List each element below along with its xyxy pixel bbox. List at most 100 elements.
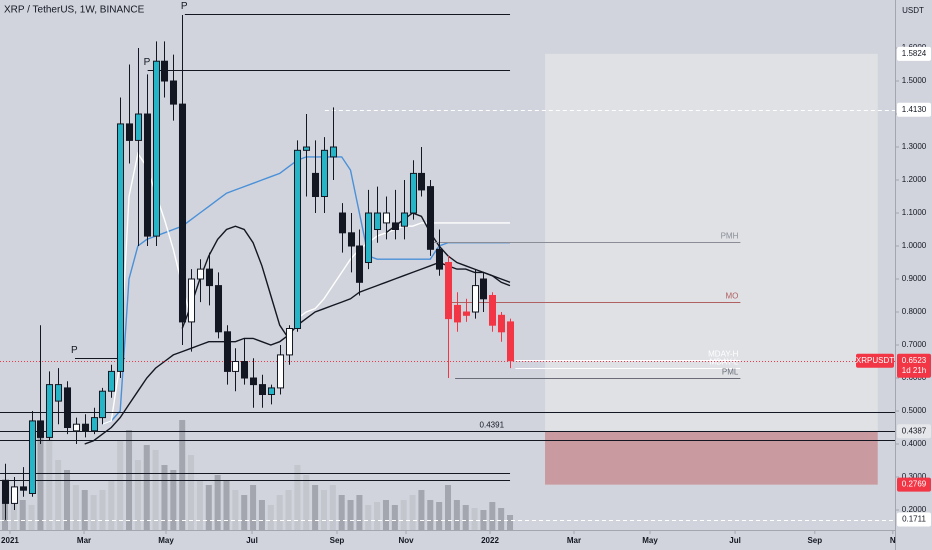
price-label-bg <box>897 512 931 527</box>
volume-bar <box>453 500 460 530</box>
candle-body <box>488 295 497 326</box>
volume-bar <box>188 455 195 530</box>
candle-body <box>320 149 329 198</box>
candle-body <box>347 232 356 247</box>
volume-bar <box>462 505 469 530</box>
candle-body <box>338 212 347 234</box>
candle-body <box>479 278 488 300</box>
countdown: 1d 21h <box>902 366 926 375</box>
volume-bar <box>117 440 124 530</box>
volume-bar <box>170 470 177 530</box>
volume-bar <box>55 460 62 530</box>
symbol-tag-bg <box>856 353 894 368</box>
volume-bar <box>338 495 345 530</box>
volume-bar <box>134 460 141 530</box>
candle-body <box>19 486 28 491</box>
level-label: P <box>144 57 151 68</box>
candle-body <box>90 417 99 432</box>
candle-body <box>178 103 187 323</box>
price-tag-bg <box>897 353 931 378</box>
candle-body <box>45 384 54 438</box>
candle-body <box>240 361 249 379</box>
level-label: PML <box>722 368 739 377</box>
volume-bar <box>374 502 381 530</box>
y-tick-label: 1.5000 <box>902 76 927 85</box>
candle-body <box>409 172 418 214</box>
level-label: P <box>71 345 78 356</box>
volume-bar <box>347 500 354 530</box>
y-tick-label: 0.5000 <box>902 406 927 415</box>
candle-body <box>417 172 426 191</box>
candle-body <box>160 60 169 82</box>
level-label: PMH <box>721 232 739 241</box>
candle-body <box>10 486 19 504</box>
x-tick-label: Sep <box>807 536 822 545</box>
volume-bar <box>179 420 186 530</box>
volume-bar <box>382 500 389 530</box>
price-label-bg <box>897 424 931 439</box>
volume-bar <box>161 465 168 530</box>
candle-body <box>125 123 134 141</box>
x-tick-label: N <box>890 536 896 545</box>
candle-body <box>258 384 267 396</box>
y-tick-label: 1.2000 <box>902 175 927 184</box>
volume-bar <box>196 480 203 530</box>
x-tick-label: 2021 <box>1 536 19 545</box>
price-label-bg <box>897 477 931 492</box>
y-tick-label: 0.8000 <box>902 307 927 316</box>
chart-title: XRP / TetherUS, 1W, BINANCE <box>4 5 145 16</box>
candle-body <box>134 113 143 141</box>
candle-body <box>231 361 240 372</box>
x-tick-label: Jul <box>246 536 258 545</box>
volume-bar <box>258 500 265 530</box>
candle-body <box>302 146 311 151</box>
volume-bar <box>241 495 248 530</box>
volume-bar <box>90 495 97 530</box>
price-tag: 0.6523 <box>902 356 927 365</box>
volume-bar <box>329 485 336 530</box>
candle-body <box>28 420 37 495</box>
volume-bar <box>108 480 115 530</box>
volume-bar <box>294 465 301 530</box>
candle-body <box>1 479 10 504</box>
y-tick-label: 1.3000 <box>902 142 927 151</box>
candle-body <box>426 186 435 250</box>
level-label: P <box>181 1 188 12</box>
candle-body <box>444 262 453 320</box>
level-label: MDAY-H <box>708 350 738 359</box>
y-tick-label: 0.2000 <box>902 505 927 514</box>
level-label: MDAY-L <box>709 358 738 367</box>
axis-unit: USDT <box>902 6 924 15</box>
x-tick-label: 2022 <box>481 536 499 545</box>
candle-body <box>63 387 72 429</box>
price-label: 1.4130 <box>902 105 927 114</box>
volume-bar <box>471 508 478 530</box>
y-tick-label: 1.0000 <box>902 241 927 250</box>
candle-body <box>54 384 63 402</box>
y-tick-label: 0.4000 <box>902 439 927 448</box>
price-label: 0.4387 <box>902 426 927 435</box>
price-label-bg <box>897 102 931 117</box>
candle-body <box>214 285 223 333</box>
volume-bar <box>356 495 363 530</box>
volume-bar <box>498 508 505 530</box>
volume-bar <box>143 445 150 530</box>
volume-bar <box>489 502 496 530</box>
y-tick-label: 0.9000 <box>902 274 927 283</box>
symbol-tag: XRPUSDT <box>856 356 894 365</box>
price-label: 0.1711 <box>902 515 926 524</box>
x-tick-label: May <box>158 536 174 545</box>
volume-bar <box>444 485 452 530</box>
volume-bar <box>436 502 443 530</box>
volume-bar <box>81 490 88 530</box>
candle-body <box>81 423 90 432</box>
volume-bar <box>418 490 425 530</box>
volume-bar <box>250 485 257 530</box>
candle-body <box>223 331 232 372</box>
y-tick-label: 0.7000 <box>902 340 927 349</box>
y-tick-label: 1.1000 <box>902 208 927 217</box>
candle-body <box>72 423 81 432</box>
candle-body <box>329 146 338 158</box>
y-tick-label: 0.3000 <box>902 472 927 481</box>
